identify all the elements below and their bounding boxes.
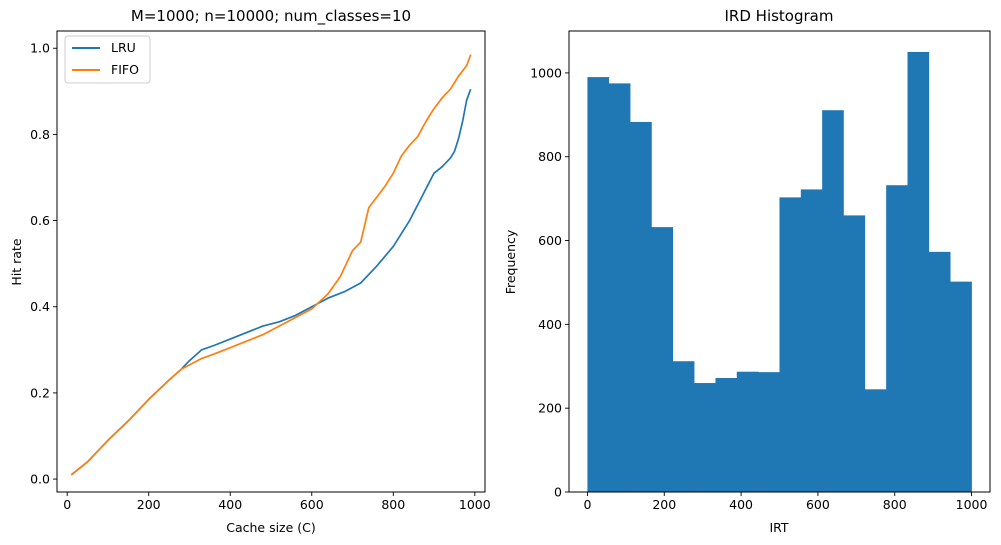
- histogram-bar: [694, 383, 716, 492]
- x-tick-label: 1000: [956, 497, 988, 512]
- x-tick-label: 400: [729, 497, 753, 512]
- histogram-bar: [779, 197, 802, 492]
- x-tick-label: 800: [883, 497, 907, 512]
- left-y-ticks: 0.0 0.2 0.4 0.6 0.8 1.0: [30, 41, 57, 487]
- x-tick-label: 200: [652, 497, 676, 512]
- histogram-bar: [651, 227, 674, 492]
- left-chart-title: M=1000; n=10000; num_classes=10: [131, 7, 411, 26]
- y-tick-label: 800: [538, 149, 562, 164]
- x-tick-label: 200: [137, 497, 161, 512]
- y-tick-label: 0.6: [30, 213, 50, 228]
- histogram-bar: [630, 121, 652, 492]
- histogram-plot-area: [587, 51, 972, 493]
- histogram-chart-ird: 0 200 400 600 800 1000 0 200 400 600 800 1000 IRD …: [503, 7, 991, 535]
- x-tick-label: 0: [63, 497, 71, 512]
- histogram-bar: [758, 372, 780, 492]
- line-plot-area: [70, 54, 472, 476]
- series-line-fifo: [70, 54, 472, 476]
- legend-label-fifo: FIFO: [111, 62, 139, 77]
- right-axes-frame: [568, 30, 991, 493]
- y-tick-label: 1.0: [30, 41, 50, 56]
- x-tick-label: 400: [218, 497, 242, 512]
- histogram-bar: [715, 378, 738, 492]
- left-axes-frame: [56, 30, 486, 493]
- histogram-bar: [587, 77, 610, 492]
- right-y-axis-label: Frequency: [503, 229, 518, 294]
- x-tick-label: 1000: [459, 497, 491, 512]
- histogram-bar: [928, 251, 951, 492]
- left-x-axis-label: Cache size (C): [226, 520, 316, 535]
- x-tick-label: 600: [806, 497, 830, 512]
- right-chart-title: IRD Histogram: [725, 7, 834, 25]
- left-x-ticks: 0 200 400 600 800 1000: [63, 492, 491, 512]
- legend: LRU FIFO: [64, 35, 151, 84]
- histogram-bar: [864, 389, 887, 492]
- y-tick-label: 1000: [530, 65, 562, 80]
- y-tick-label: 400: [538, 317, 562, 332]
- histogram-bar: [950, 281, 972, 492]
- legend-label-lru: LRU: [111, 40, 136, 55]
- histogram-bar: [907, 51, 930, 492]
- line-chart-hit-rate: 0 200 400 600 800 1000 0.0 0.2 0.4 0.6 0.8 1.0 M=1…: [9, 7, 491, 535]
- y-tick-label: 0.2: [30, 385, 50, 400]
- x-tick-label: 600: [300, 497, 324, 512]
- y-tick-label: 0: [554, 485, 562, 500]
- right-x-axis-label: IRT: [769, 520, 788, 535]
- histogram-bar: [843, 215, 866, 492]
- y-tick-label: 600: [538, 233, 562, 248]
- histogram-bar: [608, 83, 631, 492]
- right-y-ticks: 0 200 400 600 800 1000: [530, 65, 569, 500]
- histogram-bar: [886, 185, 908, 493]
- y-tick-label: 0.0: [30, 472, 50, 487]
- x-tick-label: 0: [583, 497, 591, 512]
- y-tick-label: 0.4: [30, 299, 50, 314]
- left-y-axis-label: Hit rate: [9, 238, 24, 285]
- y-tick-label: 200: [538, 401, 562, 416]
- histogram-bar: [800, 189, 823, 493]
- histogram-bar: [736, 371, 759, 492]
- x-tick-label: 800: [381, 497, 405, 512]
- histogram-bar: [822, 110, 844, 493]
- y-tick-label: 0.8: [30, 127, 50, 142]
- right-x-ticks: 0 200 400 600 800 1000: [583, 492, 988, 512]
- histogram-bar: [672, 361, 695, 492]
